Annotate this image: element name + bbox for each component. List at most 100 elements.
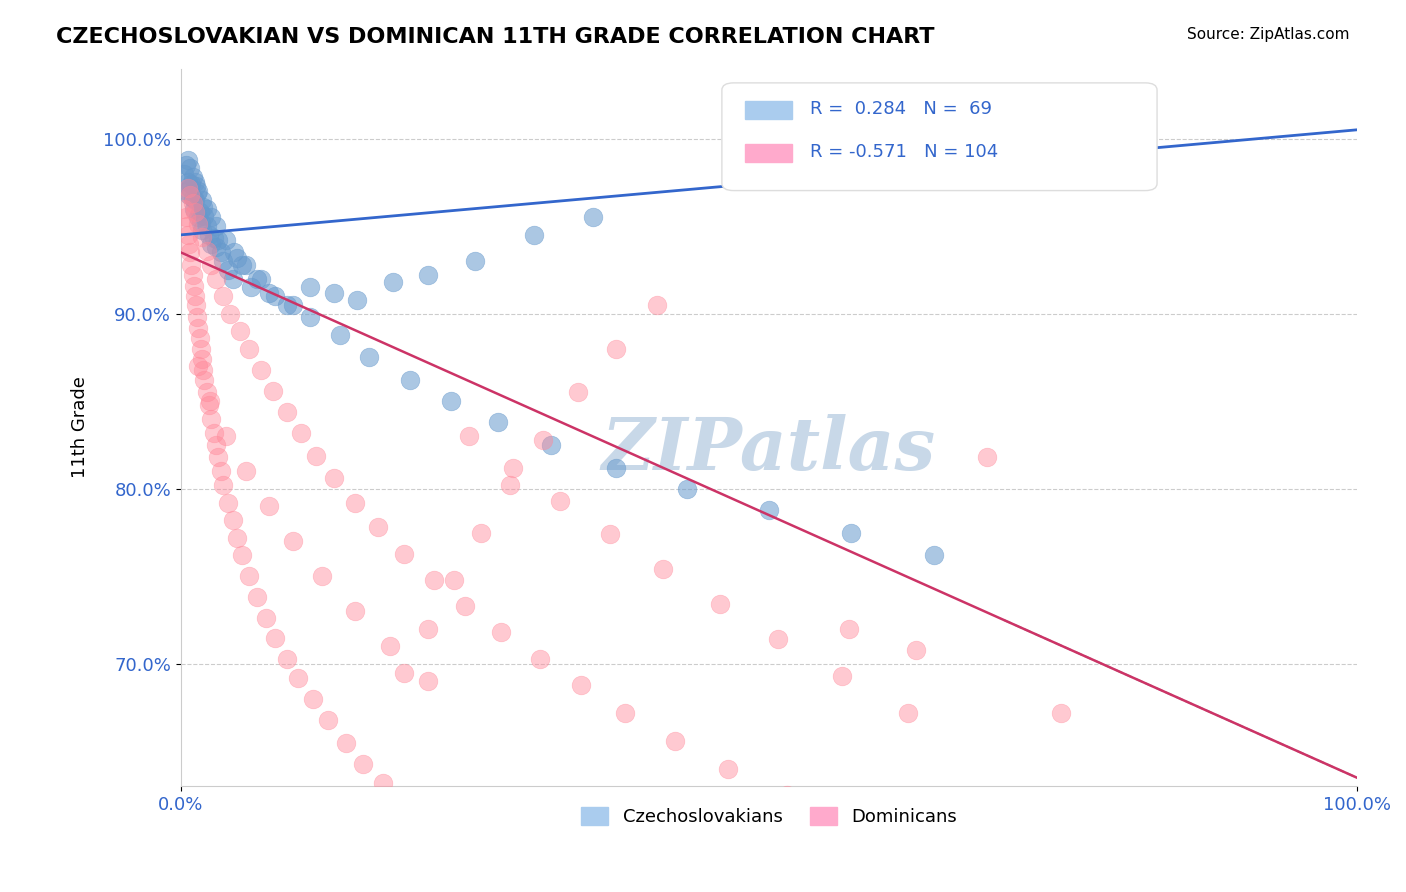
Point <box>240 280 263 294</box>
Point <box>174 211 197 225</box>
Point <box>214 233 236 247</box>
Point <box>176 184 198 198</box>
Point <box>226 531 249 545</box>
Point <box>179 187 201 202</box>
Point <box>235 464 257 478</box>
Point <box>184 205 207 219</box>
Point <box>173 202 195 216</box>
Point <box>177 153 200 167</box>
Point <box>191 352 214 367</box>
Point <box>416 268 439 282</box>
Point <box>193 209 215 223</box>
Point <box>299 280 322 294</box>
Point <box>180 177 202 191</box>
Point <box>250 271 273 285</box>
Point <box>179 180 201 194</box>
Point <box>281 298 304 312</box>
Text: R =  0.284   N =  69: R = 0.284 N = 69 <box>810 100 993 118</box>
FancyBboxPatch shape <box>745 101 793 119</box>
Point <box>897 706 920 720</box>
Point <box>202 231 225 245</box>
Point <box>831 669 853 683</box>
Point <box>209 245 232 260</box>
Point <box>664 734 686 748</box>
Point <box>181 170 204 185</box>
Point <box>181 191 204 205</box>
Point <box>193 200 215 214</box>
Point <box>176 219 198 233</box>
Point <box>976 450 998 465</box>
Point <box>287 671 309 685</box>
Point <box>775 789 797 803</box>
Point <box>264 289 287 303</box>
Point <box>177 227 200 242</box>
Point <box>276 298 298 312</box>
Text: Source: ZipAtlas.com: Source: ZipAtlas.com <box>1187 27 1350 42</box>
Point <box>717 762 740 776</box>
Point <box>191 193 214 207</box>
Point <box>235 258 257 272</box>
Point <box>228 324 250 338</box>
Point <box>238 569 260 583</box>
Point <box>281 534 304 549</box>
Point <box>186 186 208 200</box>
Point <box>177 180 200 194</box>
Point <box>540 438 562 452</box>
Point <box>200 211 222 225</box>
Point <box>187 184 209 198</box>
Point <box>262 384 284 398</box>
Point <box>205 219 228 233</box>
Point <box>322 471 344 485</box>
Point <box>177 236 200 251</box>
Point <box>195 219 218 233</box>
Point <box>399 373 422 387</box>
Text: ZIPatlas: ZIPatlas <box>602 414 936 484</box>
Text: R = -0.571   N = 104: R = -0.571 N = 104 <box>810 143 998 161</box>
Point <box>394 665 416 680</box>
Point <box>184 175 207 189</box>
Point <box>416 622 439 636</box>
Point <box>174 158 197 172</box>
Text: CZECHOSLOVAKIAN VS DOMINICAN 11TH GRADE CORRELATION CHART: CZECHOSLOVAKIAN VS DOMINICAN 11TH GRADE … <box>56 27 935 46</box>
Point <box>904 643 927 657</box>
Point <box>276 651 298 665</box>
Point <box>531 433 554 447</box>
Point <box>179 161 201 176</box>
Point <box>352 756 374 771</box>
Point <box>221 513 243 527</box>
Point <box>238 342 260 356</box>
Point <box>264 631 287 645</box>
Point <box>290 425 312 440</box>
Point <box>207 233 229 247</box>
FancyBboxPatch shape <box>745 144 793 161</box>
FancyBboxPatch shape <box>721 83 1157 191</box>
Point <box>443 573 465 587</box>
Point <box>184 289 207 303</box>
Y-axis label: 11th Grade: 11th Grade <box>72 376 89 478</box>
Point <box>569 678 592 692</box>
Point <box>581 211 603 225</box>
Point <box>489 625 512 640</box>
Point <box>499 478 522 492</box>
Point <box>209 464 232 478</box>
Point <box>222 245 245 260</box>
Point <box>231 549 253 563</box>
Point <box>343 496 366 510</box>
Point <box>645 298 668 312</box>
Point <box>214 429 236 443</box>
Point <box>195 202 218 216</box>
Point <box>380 640 402 654</box>
Point <box>190 216 212 230</box>
Point <box>198 398 221 412</box>
Point <box>186 310 208 325</box>
Point <box>183 278 205 293</box>
Point <box>205 271 228 285</box>
Point <box>523 227 546 242</box>
Point <box>173 167 195 181</box>
Point <box>200 394 222 409</box>
Point <box>181 268 204 282</box>
Point <box>177 175 200 189</box>
Point <box>183 202 205 216</box>
Point <box>464 254 486 268</box>
Point <box>205 240 228 254</box>
